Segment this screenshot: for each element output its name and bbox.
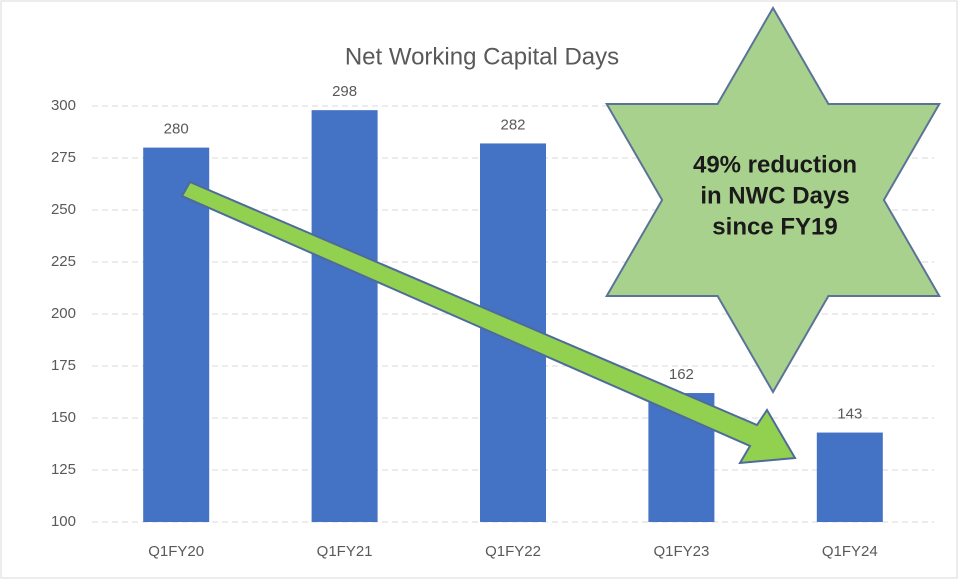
- y-tick-label: 100: [51, 513, 76, 530]
- callout-star: [604, 5, 942, 395]
- chart-title: Net Working Capital Days: [345, 43, 619, 70]
- y-tick-label: 275: [51, 149, 76, 166]
- trend-arrow: [180, 180, 797, 465]
- x-tick-label: Q1FY23: [653, 543, 709, 560]
- data-label: 280: [164, 121, 189, 138]
- y-tick-label: 200: [51, 305, 76, 322]
- y-tick-label: 150: [51, 409, 76, 426]
- x-tick-label: Q1FY24: [822, 543, 878, 560]
- data-label: 162: [669, 366, 694, 383]
- data-label: 143: [837, 406, 862, 423]
- y-tick-label: 175: [51, 357, 76, 374]
- x-tick-label: Q1FY20: [148, 543, 204, 560]
- callout-text: in NWC Days: [700, 182, 849, 209]
- data-label: 298: [332, 83, 357, 100]
- bar: [143, 147, 210, 522]
- bar: [816, 432, 883, 522]
- bar: [311, 110, 378, 522]
- y-tick-label: 125: [51, 461, 76, 478]
- x-tick-label: Q1FY21: [317, 543, 373, 560]
- data-label: 282: [500, 116, 525, 133]
- y-tick-label: 300: [51, 97, 76, 114]
- y-tick-label: 225: [51, 253, 76, 270]
- y-tick-label: 250: [51, 201, 76, 218]
- callout-text: 49% reduction: [693, 151, 857, 178]
- x-tick-label: Q1FY22: [485, 543, 541, 560]
- callout-text: since FY19: [712, 213, 837, 240]
